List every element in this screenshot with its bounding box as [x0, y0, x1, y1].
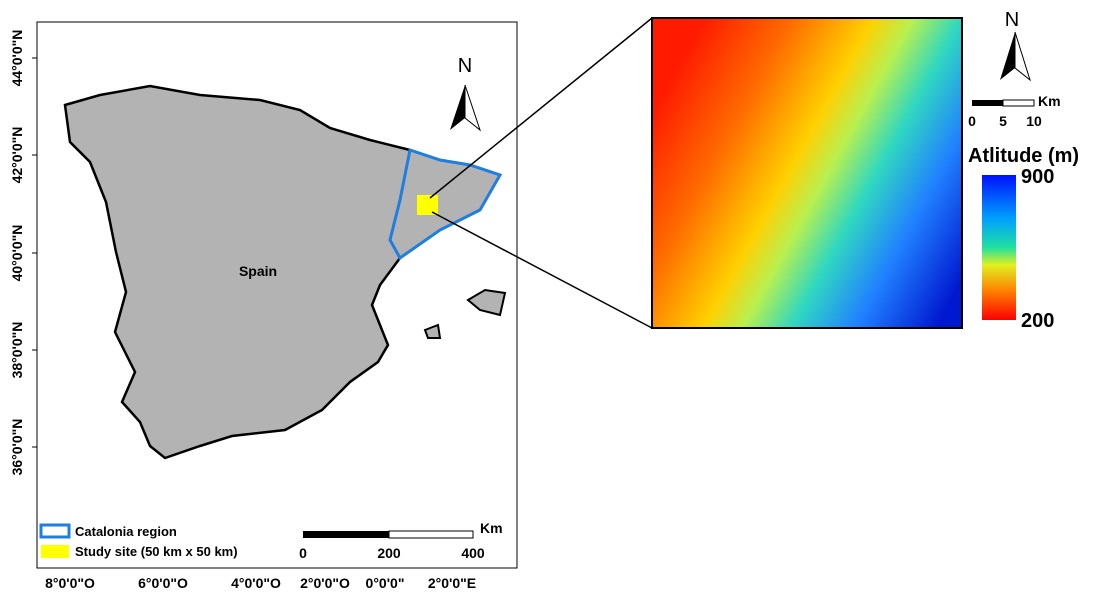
- scale-label: 5: [999, 113, 1007, 129]
- main-map: Spain N Km 0 200 400 Catalonia region St…: [9, 17, 653, 591]
- lat-label: 38°0'0"N: [9, 322, 25, 379]
- legend-label: Catalonia region: [75, 524, 177, 539]
- scale-label: 0: [299, 545, 307, 561]
- scale-bar: [388, 530, 474, 539]
- north-label: N: [458, 55, 472, 77]
- scale-label: 400: [461, 545, 485, 561]
- colorbar-title: Atlitude (m): [968, 145, 1079, 167]
- elevation-raster: [651, 17, 963, 329]
- catalonia: [388, 148, 503, 261]
- island: [423, 323, 442, 339]
- lon-label: 2°0'0"E: [428, 575, 476, 591]
- north-arrow: [1014, 31, 1031, 82]
- lat-label: 44°0'0"N: [9, 30, 25, 87]
- inset-map: N Km 0 5 10 Atlitude (m) 900 200: [651, 9, 1079, 332]
- lon-label: 6°0'0"O: [138, 575, 188, 591]
- legend-label: Study site (50 km x 50 km): [75, 544, 238, 559]
- legend-swatch: [39, 523, 71, 539]
- island: [466, 288, 507, 317]
- colorbar-max: 900: [1021, 166, 1054, 188]
- north-arrow: [450, 85, 465, 130]
- lat-label: 42°0'0"N: [9, 127, 25, 184]
- lon-label: 2°0'0"O: [300, 575, 350, 591]
- connector: [431, 211, 653, 329]
- colorbar: [982, 175, 1016, 320]
- country-label: Spain: [239, 263, 277, 279]
- connector: [429, 17, 653, 199]
- lon-label: 8°0'0"O: [45, 575, 95, 591]
- north-label: N: [1005, 9, 1019, 31]
- north-arrow: [1000, 32, 1015, 80]
- scale-label: 0: [968, 113, 976, 129]
- scale-unit: Km: [480, 520, 503, 536]
- lon-label: 0°0'0": [366, 575, 405, 591]
- lat-label: 36°0'0"N: [9, 419, 25, 476]
- north-arrow: [464, 84, 482, 132]
- colorbar-min: 200: [1021, 310, 1054, 332]
- study-site: [417, 195, 438, 215]
- lat-label: 40°0'0"N: [9, 225, 25, 282]
- scale-bar: [1002, 99, 1035, 107]
- scale-bar: [303, 531, 389, 538]
- scale-unit: Km: [1038, 93, 1061, 109]
- legend-swatch: [41, 545, 69, 558]
- spain: [63, 84, 502, 460]
- scale-label: 10: [1026, 113, 1042, 129]
- scale-bar: [972, 100, 1003, 106]
- lon-label: 4°0'0"O: [231, 575, 281, 591]
- scale-label: 200: [377, 545, 401, 561]
